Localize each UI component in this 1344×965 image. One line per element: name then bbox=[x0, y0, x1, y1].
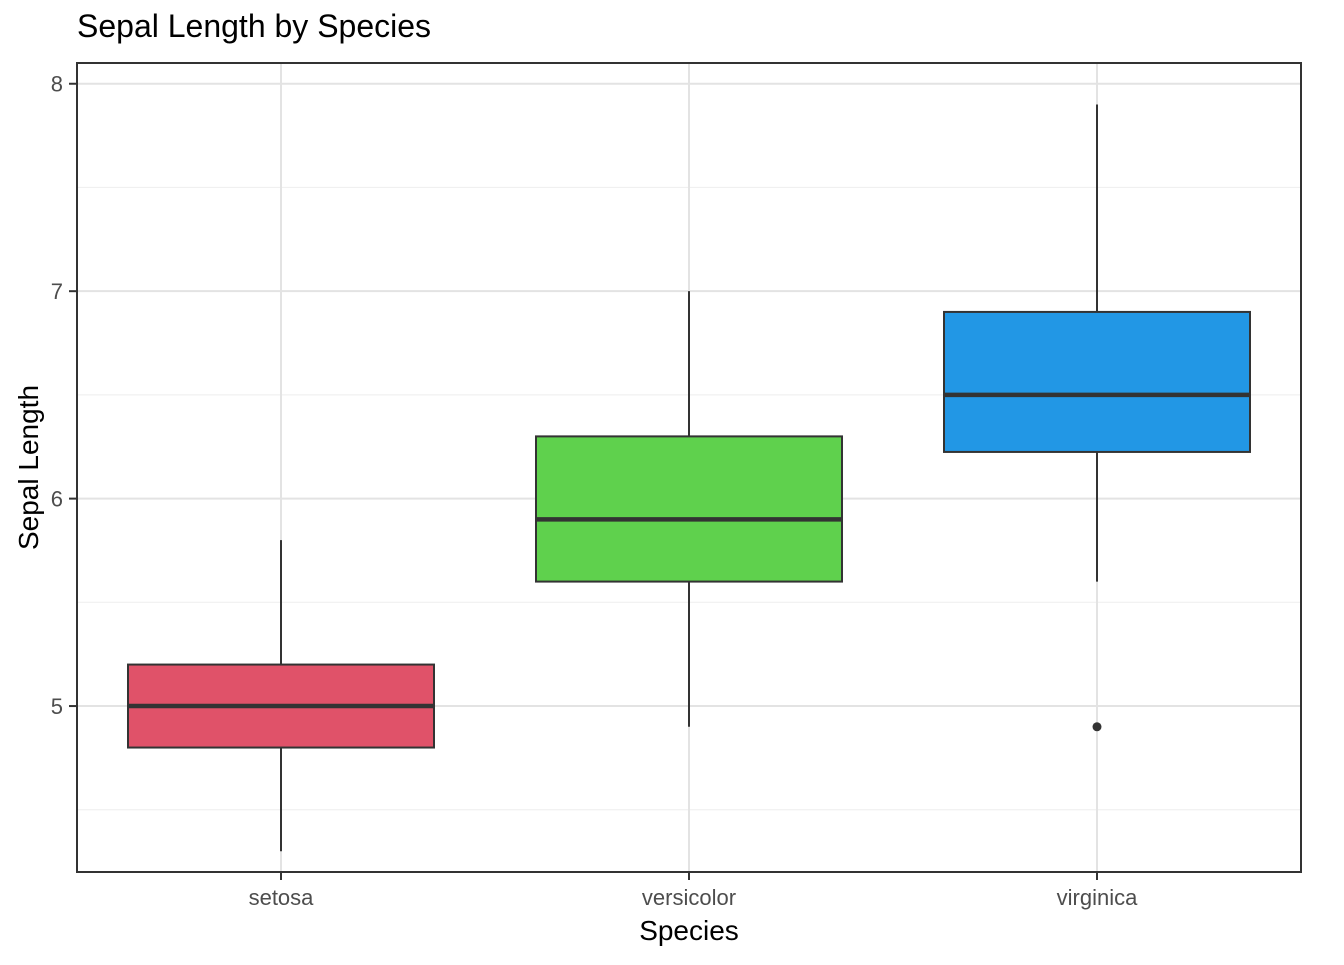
outlier-point[interactable] bbox=[1092, 722, 1102, 732]
box-versicolor[interactable] bbox=[535, 435, 843, 583]
chart-title: Sepal Length by Species bbox=[77, 8, 432, 44]
y-tick-label: 7 bbox=[51, 279, 63, 304]
box-virginica[interactable] bbox=[943, 310, 1251, 453]
x-tick-label: virginica bbox=[1057, 885, 1138, 910]
x-axis-title: Species bbox=[639, 915, 739, 946]
x-tick-label: versicolor bbox=[642, 885, 736, 910]
y-tick-label: 6 bbox=[51, 487, 63, 512]
y-axis-title: Sepal Length bbox=[13, 385, 44, 550]
y-tick-label: 8 bbox=[51, 72, 63, 97]
x-tick-label: setosa bbox=[249, 885, 315, 910]
y-tick-label: 5 bbox=[51, 694, 63, 719]
